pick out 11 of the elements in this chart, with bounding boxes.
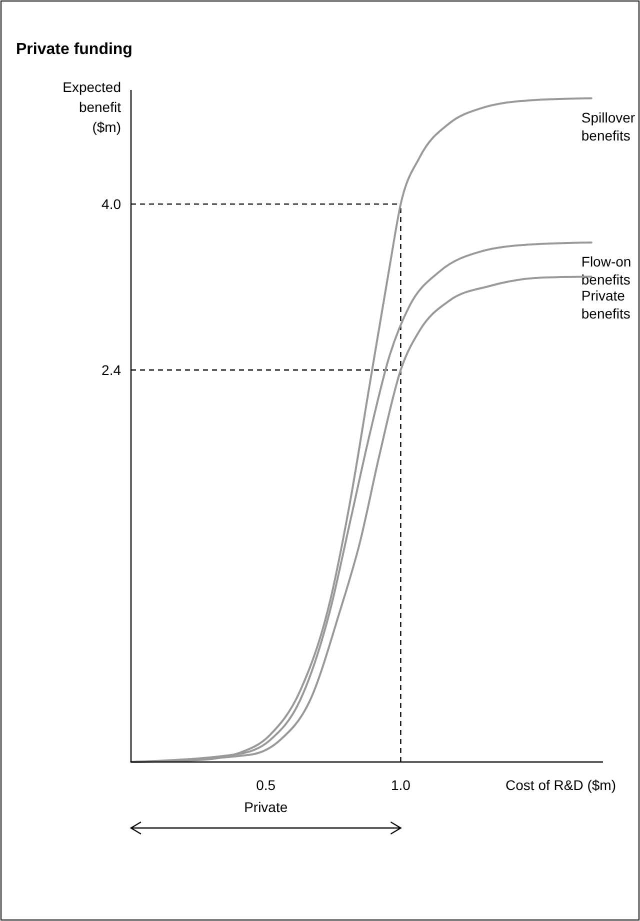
x-tick-label: 0.5	[256, 777, 276, 793]
series-label: Spillover benefits	[581, 109, 636, 144]
x-axis-title: Cost of R&D ($m)	[506, 777, 616, 793]
y-axis-title: Expected benefit ($m)	[62, 79, 122, 135]
series-label: Flow-on benefits	[581, 253, 632, 288]
x-tick-label: 1.0	[390, 777, 411, 793]
y-tick-label: 4.0	[102, 196, 122, 212]
text: Private	[244, 799, 288, 815]
series-label: Private benefits	[581, 288, 630, 322]
y-tick-label: 2.4	[102, 362, 122, 378]
chart-title: Private funding	[16, 41, 132, 58]
